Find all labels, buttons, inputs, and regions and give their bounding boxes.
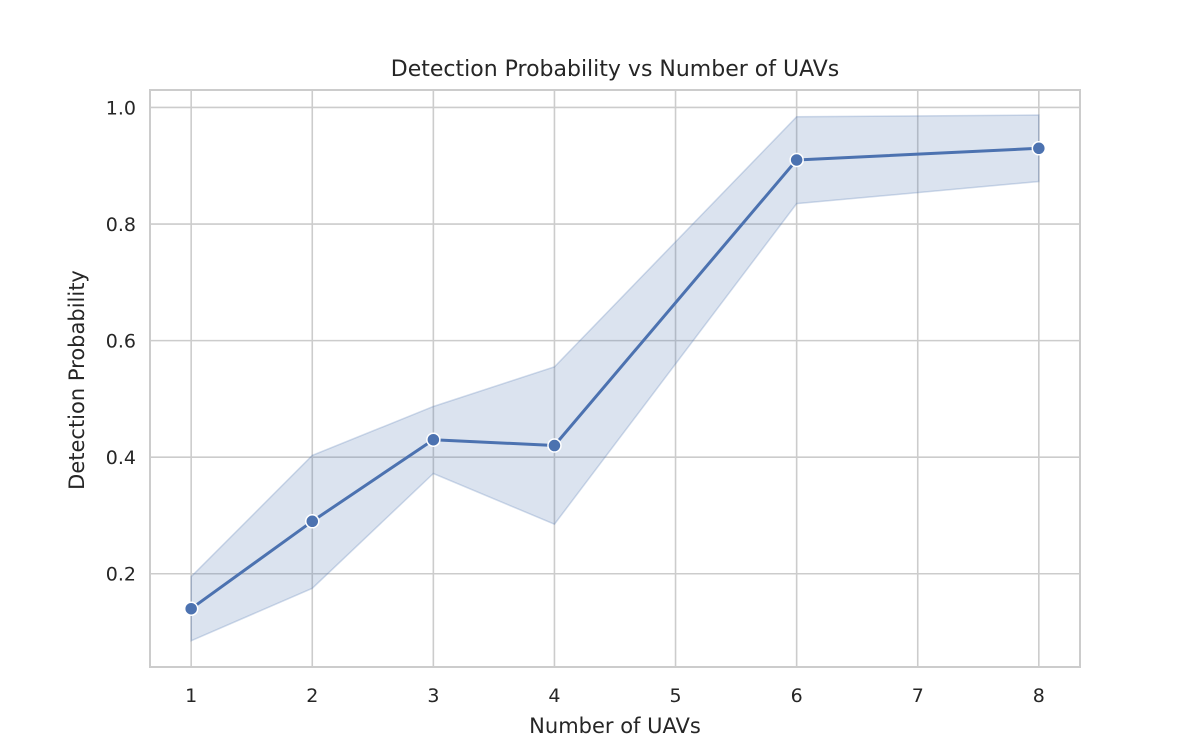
y-tick-labels: 0.2 0.4 0.6 0.8 1.0 xyxy=(106,97,136,585)
series-points xyxy=(183,141,1047,616)
x-tick-label: 2 xyxy=(306,685,318,707)
chart-title: Detection Probability vs Number of UAVs xyxy=(391,57,839,82)
data-point xyxy=(547,438,562,453)
series-polyline xyxy=(190,146,1039,610)
data-point xyxy=(426,432,441,447)
x-tick-label: 6 xyxy=(791,685,803,707)
grid xyxy=(150,90,1080,667)
x-tick-label: 8 xyxy=(1033,685,1045,707)
confidence-band xyxy=(190,114,1040,642)
data-point xyxy=(1031,141,1047,156)
y-tick-label: 0.6 xyxy=(106,331,136,353)
x-tick-label: 5 xyxy=(670,685,682,707)
x-axis-label: Number of UAVs xyxy=(529,714,701,738)
data-point xyxy=(183,601,199,616)
x-tick-labels: 1 2 3 4 5 6 7 8 xyxy=(185,685,1045,707)
x-tick-label: 7 xyxy=(912,685,924,707)
data-point xyxy=(305,514,320,529)
data-point xyxy=(789,152,804,168)
x-tick-label: 3 xyxy=(427,685,439,707)
y-tick-label: 0.8 xyxy=(106,214,136,236)
confidence-band-area xyxy=(190,114,1040,642)
y-axis-label: Detection Probability xyxy=(65,270,89,490)
y-tick-label: 1.0 xyxy=(106,97,136,119)
y-tick-label: 0.4 xyxy=(106,447,136,469)
series-line xyxy=(190,146,1039,610)
x-tick-label: 1 xyxy=(185,685,197,707)
x-tick-label: 4 xyxy=(548,685,560,707)
plot-frame xyxy=(149,89,1081,668)
y-tick-label: 0.2 xyxy=(106,564,136,586)
